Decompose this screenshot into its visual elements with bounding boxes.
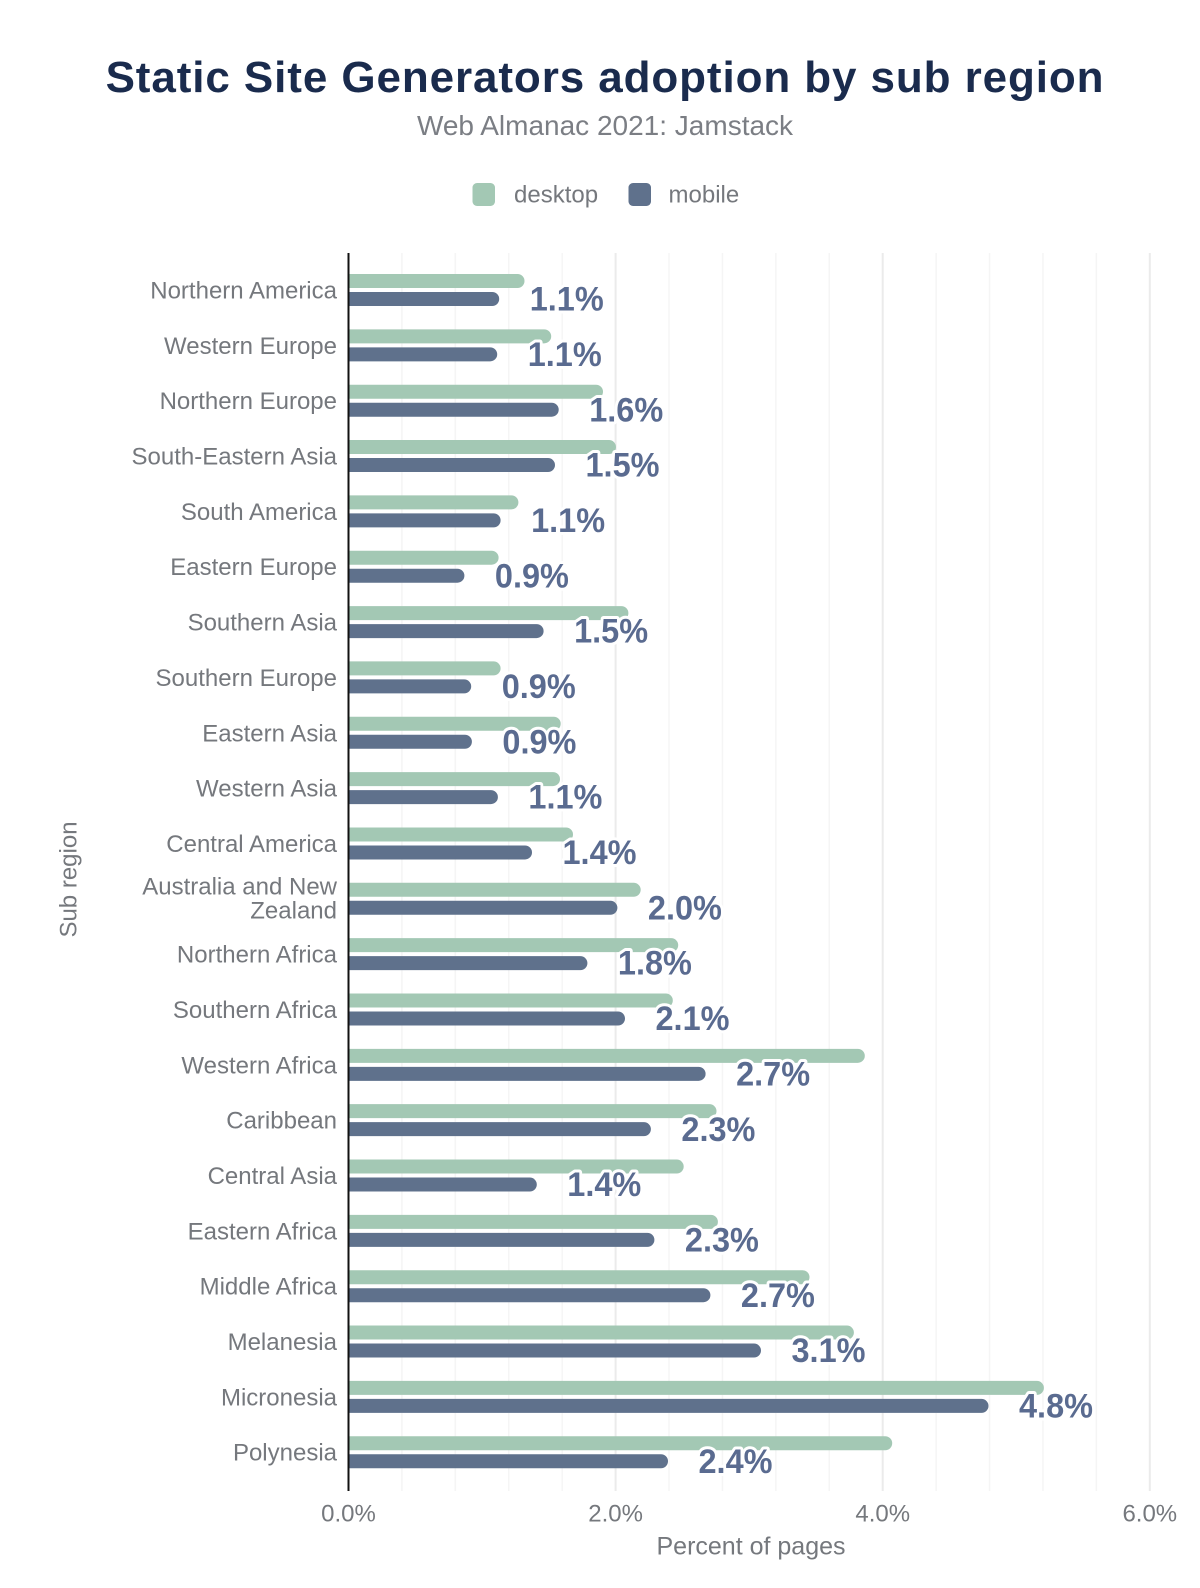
svg-text:2.0%: 2.0% xyxy=(648,889,722,927)
svg-text:1.1%: 1.1% xyxy=(528,779,602,817)
svg-text:2.3%: 2.3% xyxy=(685,1222,759,1260)
svg-text:Melanesia: Melanesia xyxy=(228,1329,338,1356)
svg-text:Central America: Central America xyxy=(166,831,337,858)
svg-text:Western Asia: Western Asia xyxy=(196,776,338,803)
svg-text:Percent of pages: Percent of pages xyxy=(656,1533,845,1561)
svg-text:0.9%: 0.9% xyxy=(502,723,576,761)
svg-text:2.7%: 2.7% xyxy=(736,1055,810,1093)
svg-text:Web Almanac 2021: Jamstack: Web Almanac 2021: Jamstack xyxy=(417,110,794,141)
svg-text:1.1%: 1.1% xyxy=(530,281,604,319)
svg-text:South-Eastern Asia: South-Eastern Asia xyxy=(132,444,338,471)
svg-text:1.5%: 1.5% xyxy=(574,613,648,651)
svg-text:2.1%: 2.1% xyxy=(656,1000,730,1038)
svg-text:Southern Asia: Southern Asia xyxy=(188,610,338,637)
svg-text:Northern Africa: Northern Africa xyxy=(177,942,338,969)
svg-text:Western Europe: Western Europe xyxy=(164,333,337,360)
svg-text:Middle Africa: Middle Africa xyxy=(200,1274,338,1301)
svg-text:1.1%: 1.1% xyxy=(528,336,602,374)
svg-text:0.0%: 0.0% xyxy=(321,1501,376,1528)
svg-text:Australia and New: Australia and New xyxy=(142,873,337,900)
svg-text:2.0%: 2.0% xyxy=(588,1501,643,1528)
svg-text:Micronesia: Micronesia xyxy=(221,1384,338,1411)
svg-text:Northern Europe: Northern Europe xyxy=(160,388,337,415)
svg-text:1.1%: 1.1% xyxy=(531,502,605,540)
svg-text:Zealand: Zealand xyxy=(250,897,337,924)
svg-text:Eastern Africa: Eastern Africa xyxy=(188,1218,338,1245)
svg-text:Central Asia: Central Asia xyxy=(208,1163,338,1190)
svg-text:mobile: mobile xyxy=(669,182,740,209)
svg-text:1.4%: 1.4% xyxy=(567,1166,641,1204)
svg-text:2.4%: 2.4% xyxy=(699,1443,773,1481)
svg-text:1.5%: 1.5% xyxy=(586,447,660,485)
svg-text:Eastern Europe: Eastern Europe xyxy=(170,554,337,581)
svg-text:Southern Africa: Southern Africa xyxy=(173,997,338,1024)
svg-text:2.7%: 2.7% xyxy=(741,1277,815,1315)
svg-text:3.1%: 3.1% xyxy=(792,1332,866,1370)
svg-text:Static Site Generators adoptio: Static Site Generators adoption by sub r… xyxy=(106,53,1105,102)
svg-text:Caribbean: Caribbean xyxy=(226,1108,337,1135)
svg-text:Sub region: Sub region xyxy=(56,821,83,937)
svg-text:0.9%: 0.9% xyxy=(495,557,569,595)
svg-text:Southern Europe: Southern Europe xyxy=(156,665,337,692)
svg-text:4.8%: 4.8% xyxy=(1019,1388,1093,1426)
svg-text:South America: South America xyxy=(181,499,338,526)
svg-text:Polynesia: Polynesia xyxy=(233,1440,338,1467)
svg-text:4.0%: 4.0% xyxy=(855,1501,910,1528)
svg-text:1.8%: 1.8% xyxy=(618,945,692,983)
svg-text:1.4%: 1.4% xyxy=(563,834,637,872)
svg-text:0.9%: 0.9% xyxy=(502,668,576,706)
svg-text:Western Africa: Western Africa xyxy=(181,1052,337,1079)
svg-text:desktop: desktop xyxy=(514,182,598,209)
svg-text:6.0%: 6.0% xyxy=(1122,1501,1177,1528)
svg-text:Northern America: Northern America xyxy=(150,278,337,305)
svg-text:2.3%: 2.3% xyxy=(681,1111,755,1149)
svg-text:Eastern Asia: Eastern Asia xyxy=(202,720,337,747)
svg-text:1.6%: 1.6% xyxy=(589,391,663,429)
